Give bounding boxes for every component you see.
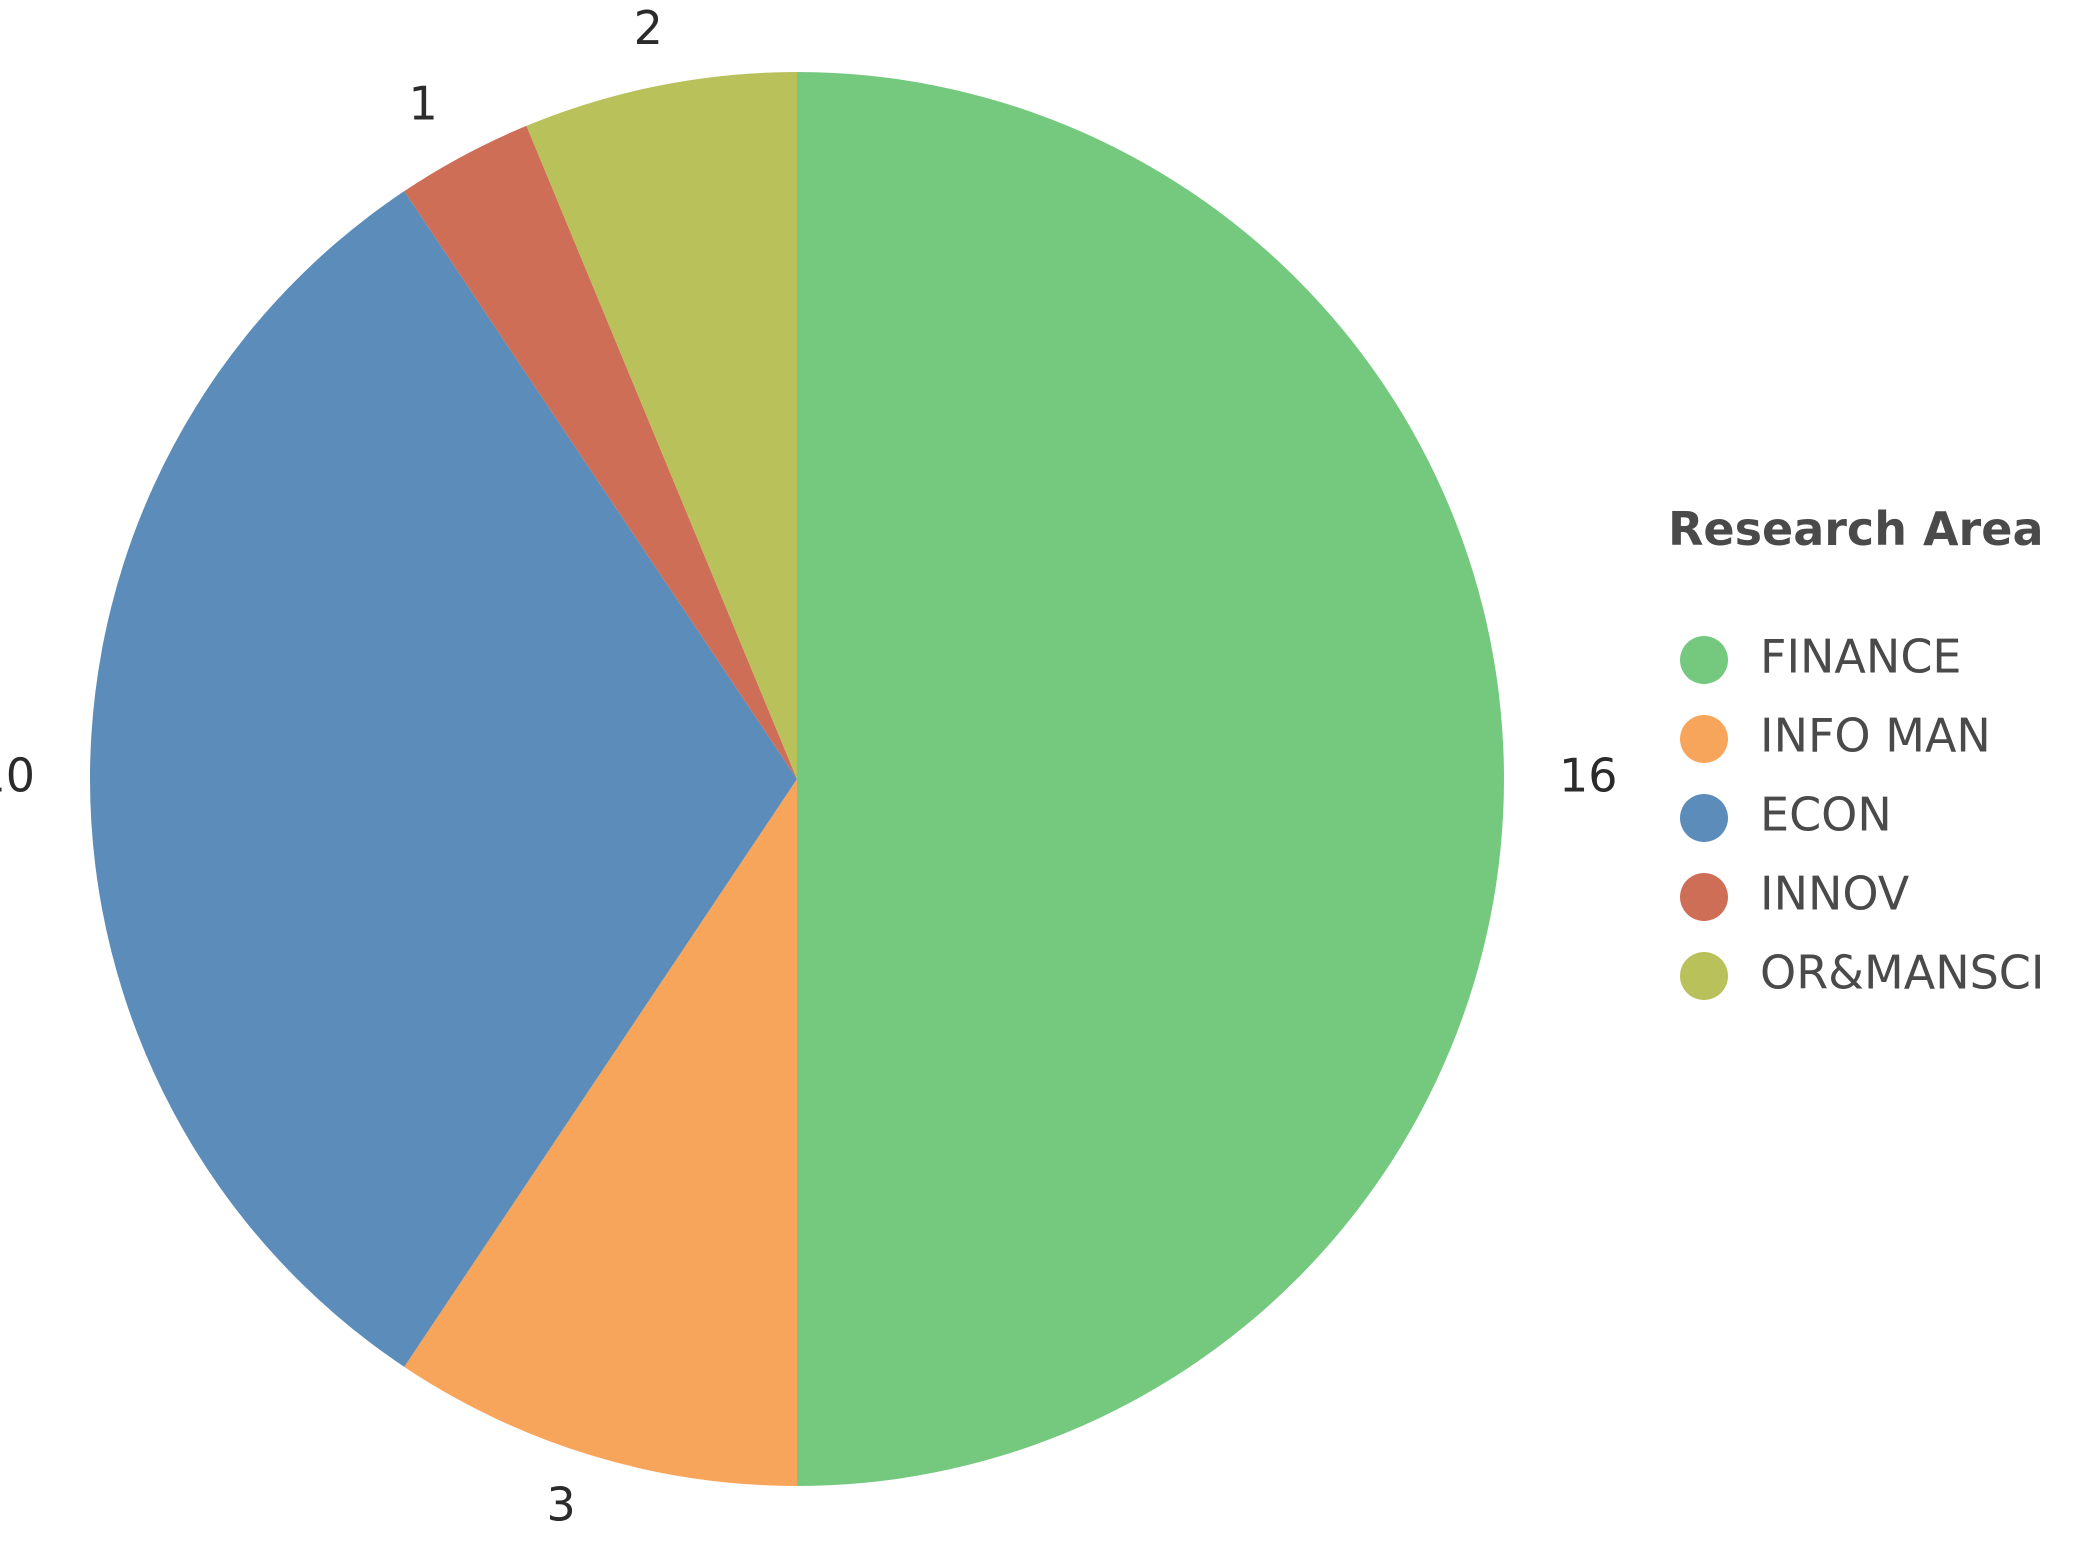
legend-swatch bbox=[1680, 873, 1728, 921]
pie-data-labels: 16 3 10 1 2 bbox=[0, 1, 1618, 1532]
data-label-econ: 10 bbox=[0, 749, 35, 803]
legend-swatch bbox=[1680, 636, 1728, 684]
data-label-info-man: 3 bbox=[547, 1478, 576, 1532]
legend-item-or-mansci[interactable]: OR&MANSCI bbox=[1680, 946, 2045, 1001]
pie-slice-innov[interactable] bbox=[404, 125, 797, 779]
pie-slices bbox=[89, 72, 1504, 1486]
legend: Research Area FINANCE INFO MAN ECON INNOV OR… bbox=[1668, 502, 2045, 1000]
legend-title: Research Area bbox=[1668, 502, 2043, 556]
legend-label: INNOV bbox=[1760, 867, 1910, 921]
legend-label: INFO MAN bbox=[1760, 709, 1991, 763]
legend-label: OR&MANSCI bbox=[1760, 946, 2045, 1000]
legend-item-info-man[interactable]: INFO MAN bbox=[1680, 709, 1991, 764]
legend-item-finance[interactable]: FINANCE bbox=[1680, 630, 1962, 685]
legend-swatch bbox=[1680, 794, 1728, 842]
data-label-finance: 16 bbox=[1559, 749, 1618, 803]
pie-slice-finance[interactable] bbox=[797, 72, 1504, 1486]
legend-label: ECON bbox=[1760, 788, 1892, 842]
legend-item-econ[interactable]: ECON bbox=[1680, 788, 1892, 843]
legend-item-innov[interactable]: INNOV bbox=[1680, 867, 1910, 922]
data-label-or-mansci: 2 bbox=[634, 1, 663, 55]
legend-items: FINANCE INFO MAN ECON INNOV OR&MANSCI bbox=[1680, 630, 2045, 1001]
pie-slice-or-mansci[interactable] bbox=[526, 72, 797, 779]
legend-label: FINANCE bbox=[1760, 630, 1962, 684]
data-label-innov: 1 bbox=[409, 77, 438, 131]
pie-slice-info-man[interactable] bbox=[404, 779, 797, 1486]
legend-swatch bbox=[1680, 952, 1728, 1000]
legend-swatch bbox=[1680, 715, 1728, 763]
pie-slice-econ[interactable] bbox=[89, 191, 797, 1367]
